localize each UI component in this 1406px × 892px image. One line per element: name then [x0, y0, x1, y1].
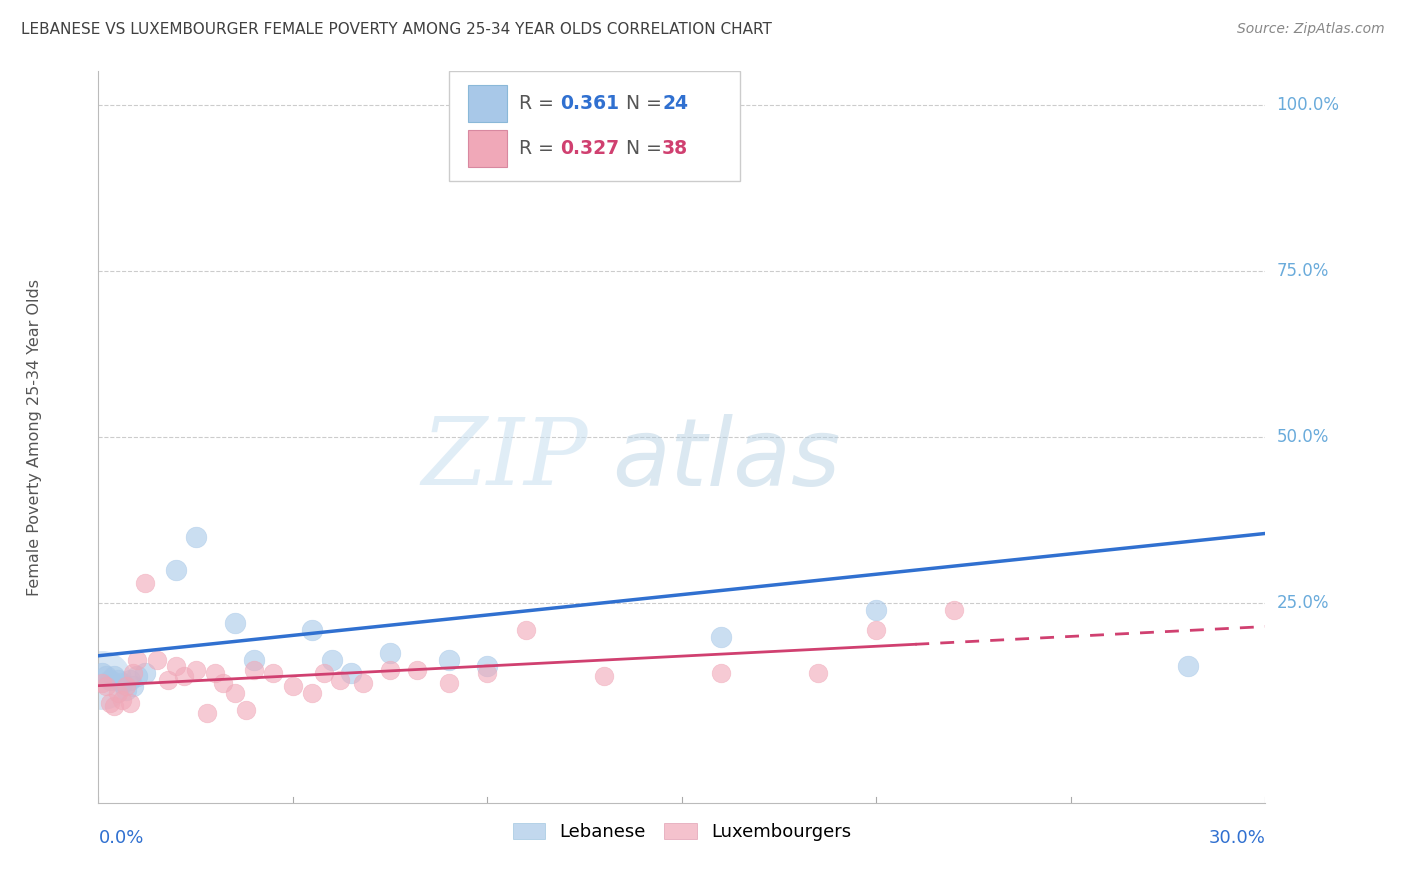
Text: 50.0%: 50.0% — [1277, 428, 1329, 446]
Point — [406, 663, 429, 677]
Point — [122, 680, 145, 694]
Point — [165, 659, 187, 673]
Point — [710, 630, 733, 644]
Text: N =: N = — [614, 95, 668, 113]
Text: Source: ZipAtlas.com: Source: ZipAtlas.com — [1237, 22, 1385, 37]
Point — [107, 673, 129, 687]
Point — [91, 666, 114, 681]
Point — [380, 646, 402, 660]
Point — [165, 563, 187, 577]
Point — [437, 676, 460, 690]
Point — [477, 666, 499, 681]
Point — [1177, 659, 1199, 673]
Point — [301, 623, 323, 637]
Point — [329, 673, 352, 687]
Point — [352, 676, 374, 690]
Point — [103, 669, 125, 683]
Point — [91, 676, 114, 690]
Text: Female Poverty Among 25-34 Year Olds: Female Poverty Among 25-34 Year Olds — [27, 278, 42, 596]
FancyBboxPatch shape — [449, 71, 741, 181]
Point — [96, 669, 118, 683]
Point — [574, 97, 596, 112]
Point — [340, 666, 363, 681]
Point — [118, 673, 141, 687]
Point — [184, 663, 207, 677]
Text: 30.0%: 30.0% — [1209, 830, 1265, 847]
Point — [262, 666, 284, 681]
Point — [243, 653, 266, 667]
Point — [103, 699, 125, 714]
Point — [98, 673, 121, 687]
Point — [312, 666, 335, 681]
Point — [301, 686, 323, 700]
Point — [134, 576, 156, 591]
Point — [281, 680, 304, 694]
Point — [122, 666, 145, 681]
Point — [437, 653, 460, 667]
Legend: Lebanese, Luxembourgers: Lebanese, Luxembourgers — [506, 816, 858, 848]
Point — [127, 653, 149, 667]
FancyBboxPatch shape — [468, 130, 508, 167]
Point — [157, 673, 180, 687]
Text: atlas: atlas — [612, 414, 841, 505]
Text: 75.0%: 75.0% — [1277, 262, 1329, 280]
Point — [134, 666, 156, 681]
Point — [91, 673, 114, 687]
Text: ZIP: ZIP — [422, 414, 589, 504]
Text: R =: R = — [519, 139, 560, 158]
Point — [98, 696, 121, 710]
Point — [184, 530, 207, 544]
Point — [114, 682, 136, 697]
Point — [865, 603, 887, 617]
Point — [515, 623, 537, 637]
Point — [807, 666, 830, 681]
Point — [96, 680, 118, 694]
Point — [111, 676, 134, 690]
Text: 24: 24 — [662, 95, 688, 113]
Point — [710, 666, 733, 681]
Point — [204, 666, 226, 681]
Point — [321, 653, 343, 667]
Point — [235, 703, 257, 717]
Text: N =: N = — [614, 139, 668, 158]
Point — [107, 686, 129, 700]
Text: 38: 38 — [662, 139, 688, 158]
Point — [127, 669, 149, 683]
Point — [212, 676, 235, 690]
Text: 100.0%: 100.0% — [1277, 95, 1340, 113]
Point — [243, 663, 266, 677]
Text: LEBANESE VS LUXEMBOURGER FEMALE POVERTY AMONG 25-34 YEAR OLDS CORRELATION CHART: LEBANESE VS LUXEMBOURGER FEMALE POVERTY … — [21, 22, 772, 37]
Point — [865, 623, 887, 637]
Point — [477, 659, 499, 673]
Point — [146, 653, 169, 667]
Point — [224, 686, 246, 700]
Text: 0.327: 0.327 — [561, 139, 620, 158]
Point — [593, 669, 616, 683]
Text: 25.0%: 25.0% — [1277, 594, 1329, 612]
Text: 0.0%: 0.0% — [98, 830, 143, 847]
Text: 0.361: 0.361 — [561, 95, 620, 113]
Point — [224, 616, 246, 631]
Point — [111, 692, 134, 706]
Point — [173, 669, 195, 683]
Point — [114, 680, 136, 694]
FancyBboxPatch shape — [468, 86, 508, 122]
Point — [195, 706, 218, 720]
Point — [118, 696, 141, 710]
Text: R =: R = — [519, 95, 560, 113]
Point — [943, 603, 966, 617]
Point — [380, 663, 402, 677]
